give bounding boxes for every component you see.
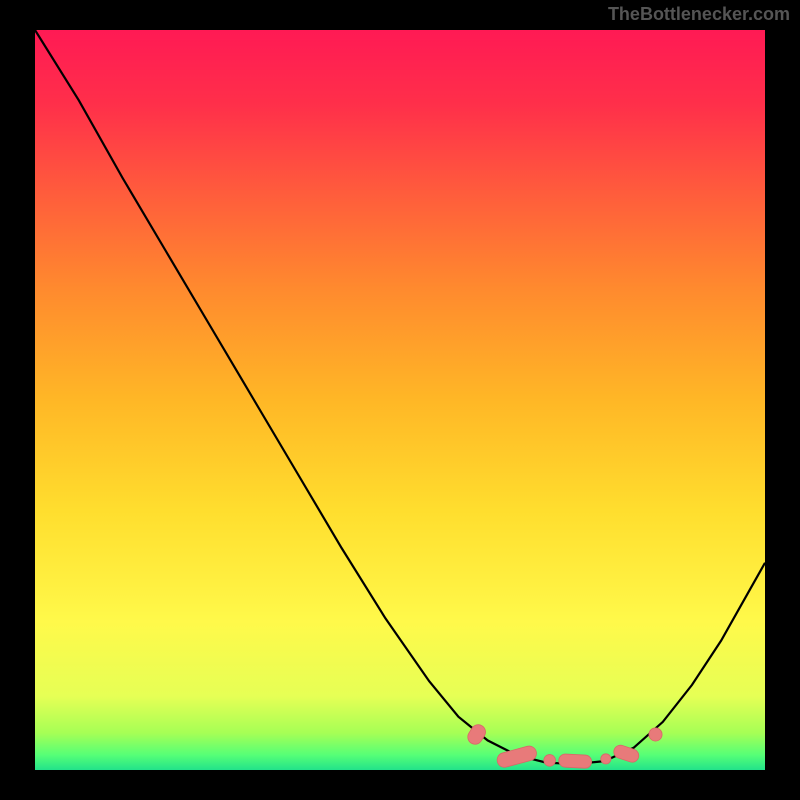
bottleneck-curve (35, 30, 765, 764)
curve-overlay (35, 30, 765, 770)
plot-area (35, 30, 765, 770)
marker-capsule (558, 754, 591, 769)
marker-dot (601, 754, 611, 764)
watermark-text: TheBottlenecker.com (608, 4, 790, 25)
marker-dot (544, 755, 556, 767)
marker-dot (649, 728, 662, 741)
chart-container: TheBottlenecker.com (0, 0, 800, 800)
